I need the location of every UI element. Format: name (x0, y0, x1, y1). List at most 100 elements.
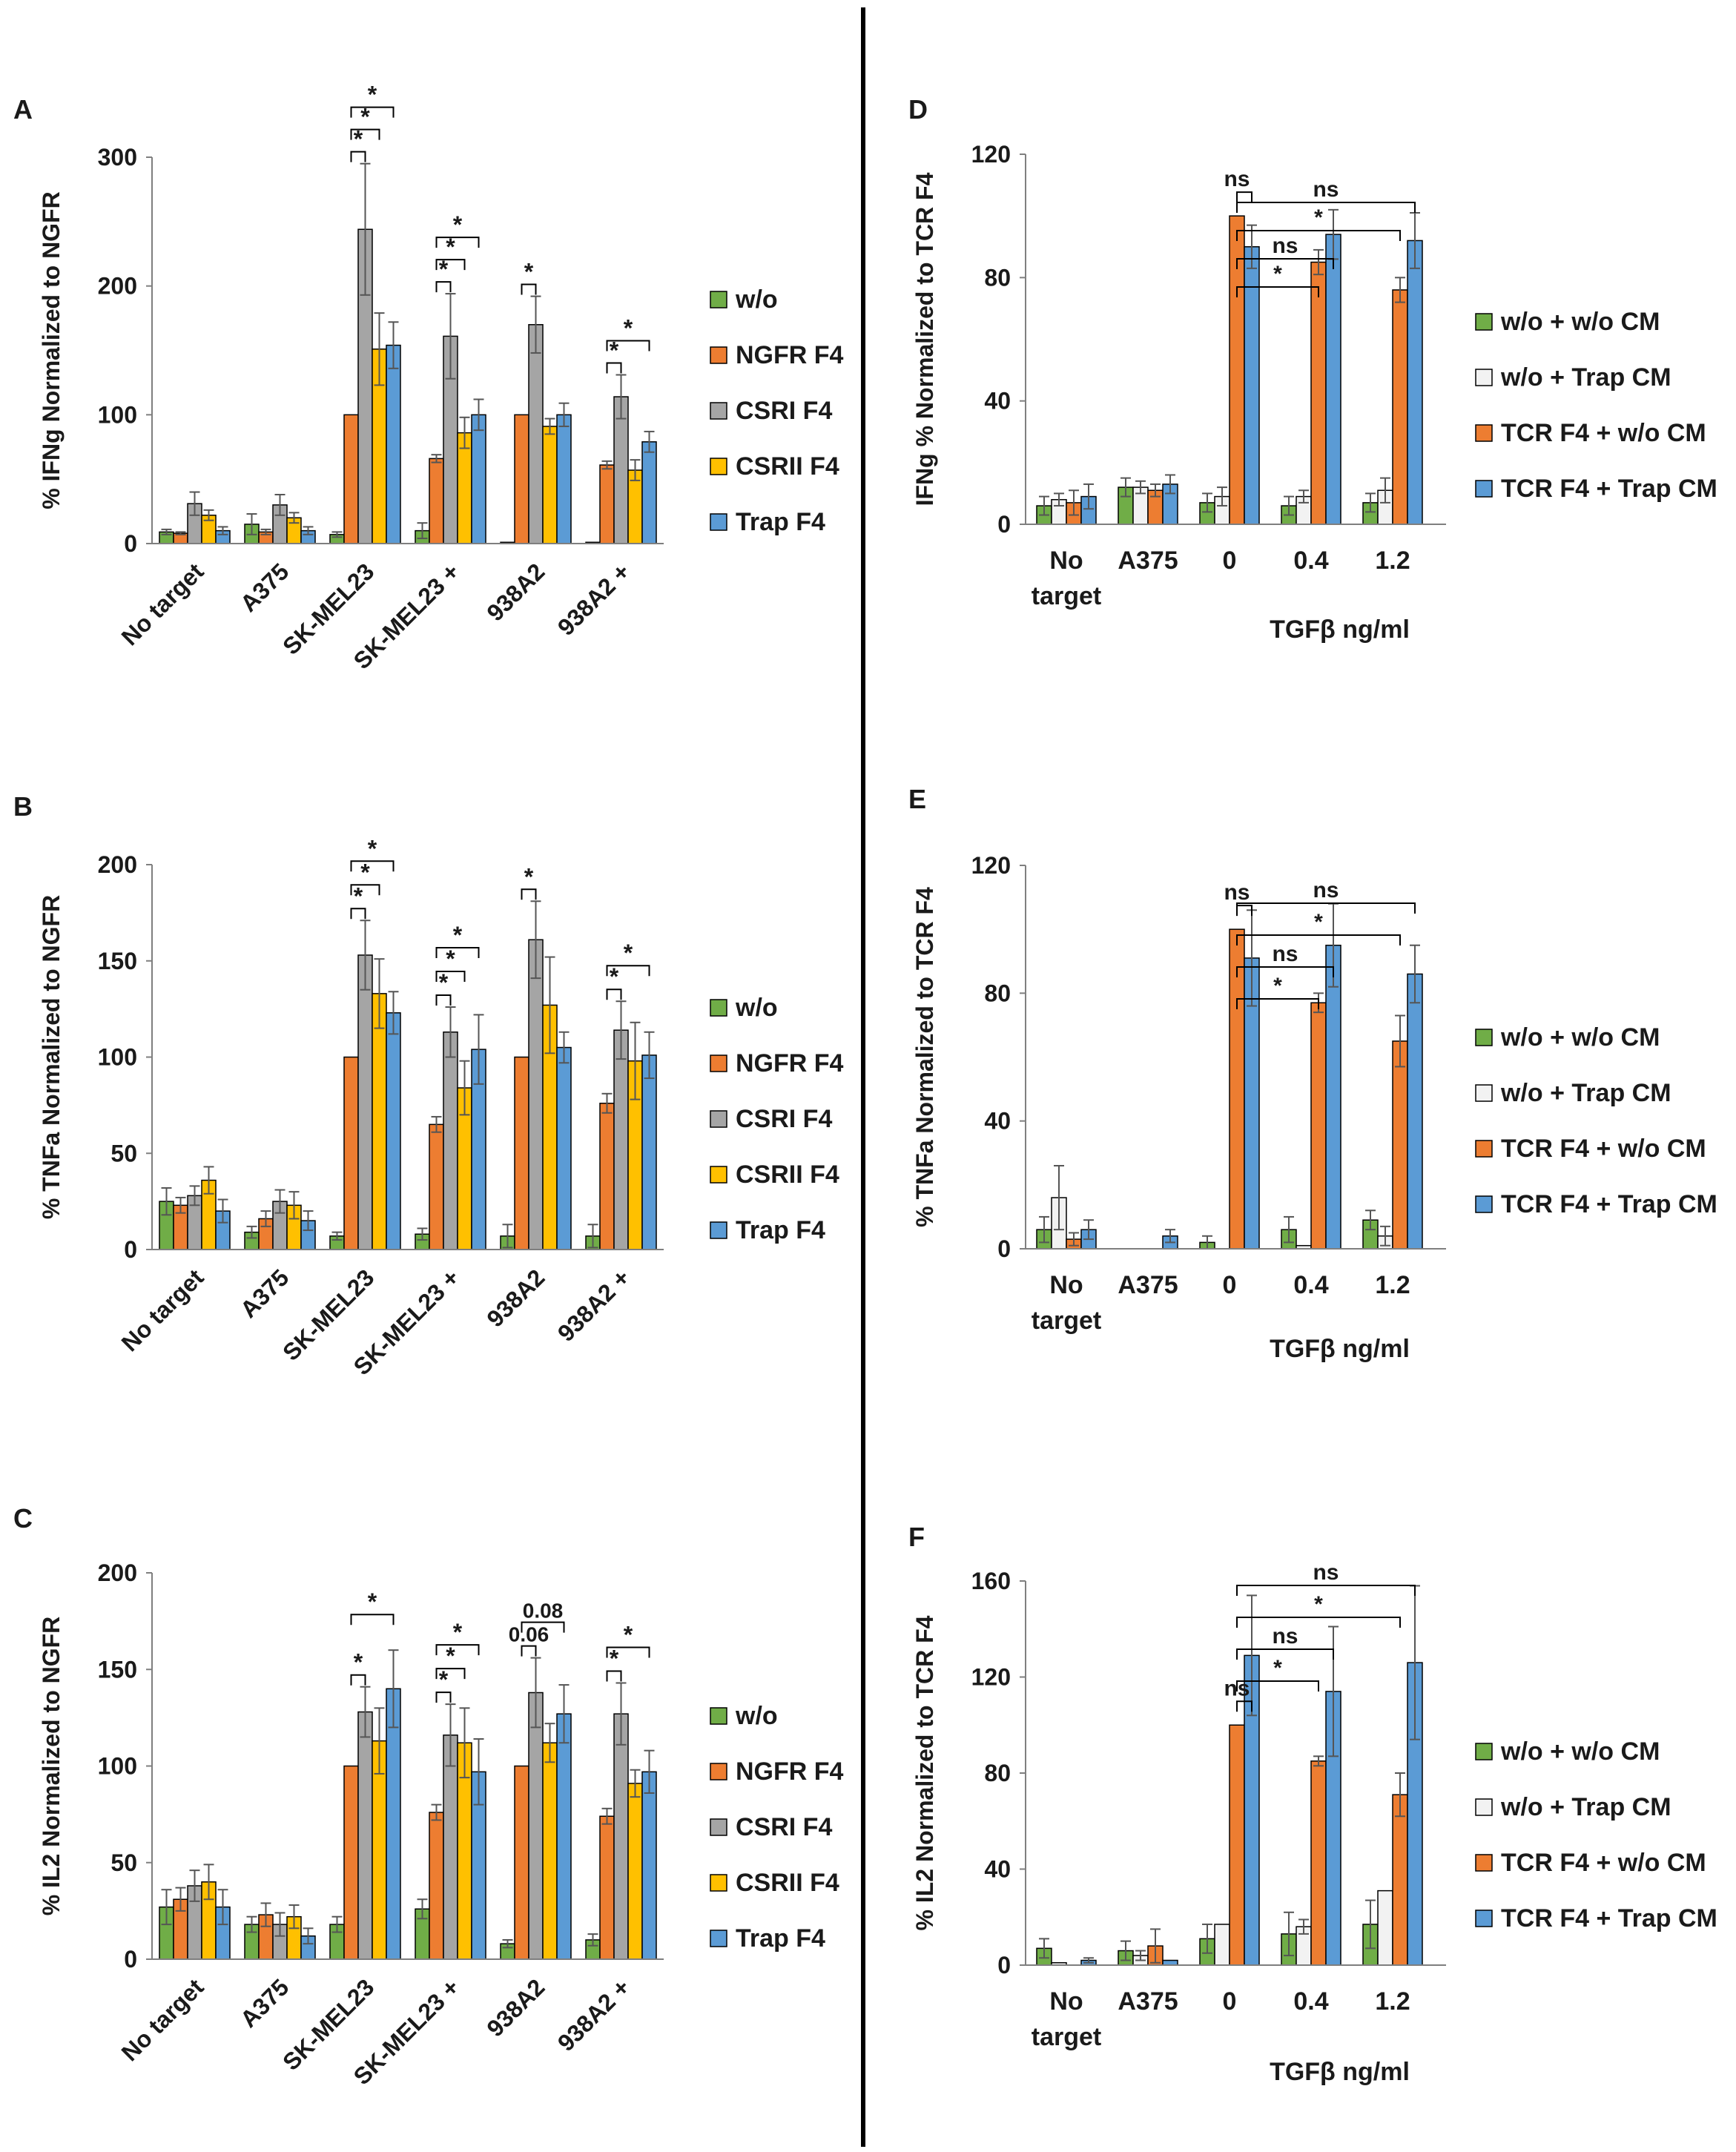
y-tick-label: 80 (984, 264, 1011, 291)
significance-label: * (1314, 205, 1323, 230)
y-tick-label: 200 (98, 273, 137, 300)
legend-label: TCR F4 + w/o CM (1501, 1135, 1706, 1163)
significance-bracket (606, 1646, 650, 1658)
significance-bracket (1236, 1680, 1319, 1691)
bar (613, 1713, 629, 1960)
significance-bracket (1236, 230, 1401, 241)
bar (443, 1032, 458, 1250)
legend-swatch (710, 1818, 727, 1836)
legend-swatch (710, 1763, 727, 1780)
bar (641, 1771, 657, 1960)
y-tick-label: 0 (997, 1235, 1011, 1262)
bar (1407, 240, 1423, 525)
y-tick-label: 120 (971, 141, 1011, 168)
legend-label: CSRI F4 (736, 397, 832, 425)
significance-label: * (624, 314, 633, 341)
legend-swatch (710, 458, 727, 475)
legend-swatch (1475, 1910, 1493, 1927)
significance-label: * (624, 1621, 633, 1648)
bar (1325, 234, 1341, 525)
legend-swatch (1475, 313, 1493, 331)
significance-label: * (354, 882, 363, 909)
legend-label: TCR F4 + w/o CM (1501, 1849, 1706, 1877)
significance-bracket (350, 860, 395, 872)
legend-swatch (710, 1930, 727, 1947)
bar (1310, 261, 1327, 525)
legend-swatch (1475, 369, 1493, 386)
y-tick-label: 120 (971, 852, 1011, 879)
y-tick-label: 0 (997, 1952, 1011, 1978)
significance-bracket (435, 971, 466, 983)
legend-label: w/o + Trap CM (1500, 1793, 1671, 1821)
legend-swatch (1475, 1084, 1493, 1102)
significance-bracket (1236, 966, 1334, 977)
bar (1407, 973, 1423, 1250)
significance-label: * (453, 922, 463, 948)
legend-label: w/o + w/o CM (1500, 1023, 1660, 1052)
bar (343, 1765, 359, 1960)
significance-label: * (610, 1645, 619, 1671)
bar (343, 414, 359, 544)
legend-swatch (710, 999, 727, 1017)
y-tick-label: 300 (98, 144, 137, 171)
x-tick-label: A375 (1118, 1271, 1178, 1299)
significance-label: ns (1313, 1560, 1339, 1585)
legend-label: w/o (735, 285, 778, 314)
x-tick-label: 0 (1223, 1987, 1237, 2016)
significance-label: * (610, 963, 619, 990)
significance-bracket (1236, 191, 1253, 203)
bar (1229, 1724, 1245, 1966)
significance-bracket (350, 908, 366, 920)
significance-label: * (439, 256, 449, 283)
chart-panel-f: F 0 40 80 120 160 % IL2 Normalized to TCR F4 No… (908, 1522, 1717, 2086)
bar (556, 1713, 572, 1960)
significance-label: * (439, 969, 449, 996)
bar (528, 939, 544, 1250)
legend-swatch (1475, 1854, 1493, 1872)
y-axis-label: % IFNg Normalized to NGFR (38, 191, 65, 509)
legend-label: w/o + Trap CM (1500, 1079, 1671, 1107)
significance-label: * (439, 1666, 449, 1693)
legend-swatch (1475, 424, 1493, 442)
significance-bracket (1236, 286, 1319, 297)
legend-swatch (710, 513, 727, 531)
bar (556, 414, 572, 544)
bar (1325, 944, 1341, 1250)
y-tick-label: 0 (124, 1236, 137, 1263)
legend-label: w/o + w/o CM (1500, 1737, 1660, 1766)
legend-swatch (710, 1707, 727, 1725)
bar (599, 1103, 615, 1250)
significance-label: * (360, 859, 370, 885)
x-axis-label: TGFβ ng/ml (1270, 1335, 1410, 1363)
significance-label: * (360, 104, 370, 131)
significance-label: ns (1272, 942, 1298, 966)
legend-swatch (710, 1110, 727, 1128)
significance-label: ns (1313, 878, 1339, 902)
bar (471, 414, 486, 544)
legend-label: NGFR F4 (736, 1757, 844, 1786)
significance-bracket (1236, 1700, 1253, 1712)
significance-label: * (453, 1619, 463, 1646)
bar (429, 458, 444, 544)
bar (1310, 1002, 1327, 1250)
legend-label: w/o (735, 994, 778, 1022)
legend-label: NGFR F4 (736, 1049, 844, 1077)
y-tick-label: 100 (98, 1044, 137, 1071)
significance-label: * (1314, 910, 1323, 934)
y-tick-label: 40 (984, 1108, 1011, 1135)
y-axis-label: IFNg % Normalized to TCR F4 (911, 172, 938, 506)
significance-bracket (435, 237, 480, 248)
legend-label: CSRI F4 (736, 1105, 832, 1133)
bar (372, 993, 387, 1250)
significance-label: ns (1313, 177, 1339, 202)
bar (457, 432, 472, 544)
bar (1392, 1794, 1408, 1966)
legend-swatch (1475, 1743, 1493, 1760)
significance-bracket (521, 1645, 537, 1657)
legend-label: TCR F4 + Trap CM (1501, 1190, 1717, 1218)
significance-bracket (435, 259, 466, 271)
significance-bracket (435, 1668, 466, 1680)
bar (343, 1056, 359, 1250)
significance-bracket (350, 151, 366, 162)
